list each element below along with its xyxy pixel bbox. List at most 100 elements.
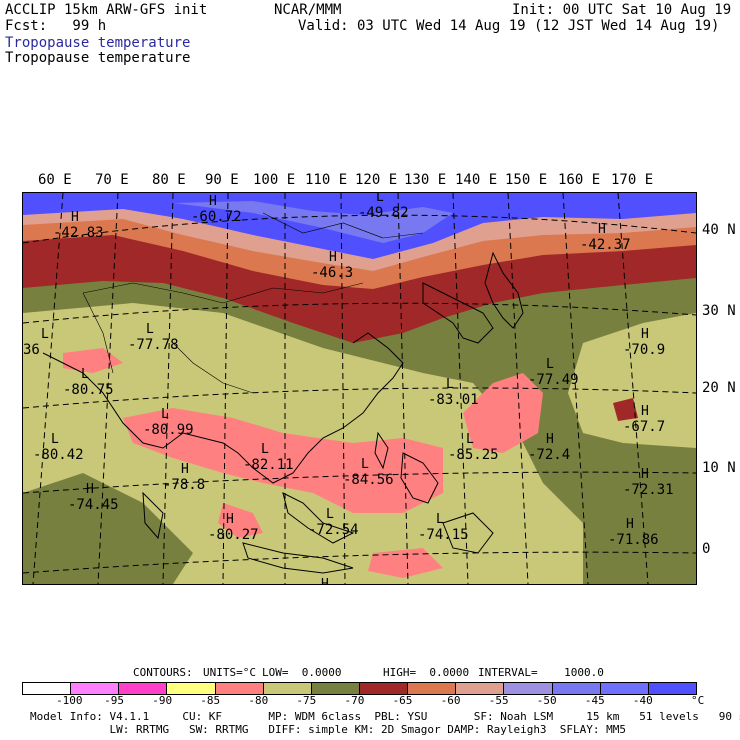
extremum-kind: H bbox=[181, 462, 189, 477]
color-bar-swatch bbox=[311, 683, 360, 694]
lon-label: 110 E bbox=[305, 172, 348, 188]
color-bar-swatch bbox=[167, 683, 216, 694]
color-bar-label: -95 bbox=[104, 694, 125, 707]
region-m85-m80 bbox=[63, 348, 543, 578]
lon-label: 70 E bbox=[95, 172, 129, 188]
color-bar-label: -70 bbox=[344, 694, 365, 707]
extremum-value: -80.99 bbox=[143, 422, 194, 438]
lon-label: 100 E bbox=[253, 172, 296, 188]
color-bar-label: -40 bbox=[632, 694, 653, 707]
extremum-kind: H bbox=[86, 482, 94, 497]
contours-high: HIGH= 0.0000 bbox=[383, 666, 470, 679]
extremum-kind: L bbox=[81, 367, 89, 382]
contours-low: LOW= 0.0000 bbox=[262, 666, 342, 679]
lon-label: 150 E bbox=[505, 172, 548, 188]
extremum-kind: H bbox=[226, 512, 234, 527]
extremum-kind: H bbox=[641, 467, 649, 482]
contours-units: UNITS=°C bbox=[203, 666, 256, 679]
region-m65-m60 bbox=[23, 215, 696, 289]
extremum-kind: H bbox=[71, 210, 79, 225]
extremum-value: -80.75 bbox=[63, 382, 114, 398]
lat-label: 0 bbox=[702, 541, 711, 557]
extremum-kind: H bbox=[641, 327, 649, 342]
color-bar-label: -55 bbox=[488, 694, 509, 707]
extremum-kind: H bbox=[546, 432, 554, 447]
region-m75-m70 bbox=[23, 263, 696, 584]
color-bar-label: -80 bbox=[248, 694, 269, 707]
lon-label: 130 E bbox=[404, 172, 447, 188]
extremum-kind: H bbox=[209, 194, 217, 209]
tropopause-temperature-map: H -42.83 H -60.72 L -49.82 H -46.3 H -42.37 L -77.7… bbox=[22, 190, 697, 608]
color-bar-swatch bbox=[648, 683, 696, 694]
extremum-value: -42.83 bbox=[53, 225, 104, 241]
valid-time: Valid: 03 UTC Wed 14 Aug 19 (12 JST Wed … bbox=[298, 18, 720, 34]
forecast-hour: Fcst: 99 h bbox=[5, 18, 107, 34]
color-bar-swatch bbox=[456, 683, 505, 694]
extremum-value: -77.78 bbox=[128, 337, 179, 353]
extremum-value: -49.82 bbox=[358, 205, 409, 221]
extremum-kind: L bbox=[361, 457, 369, 472]
extremum-value: -80.42 bbox=[33, 447, 84, 463]
extremum-kind: L bbox=[261, 442, 269, 457]
color-bar-swatch bbox=[359, 683, 409, 694]
region-m60-m55 bbox=[23, 207, 696, 271]
extremum-value: -72.4 bbox=[528, 447, 570, 463]
extremum-value: -82.11 bbox=[243, 457, 294, 473]
extremum-kind: H bbox=[598, 222, 606, 237]
extremum-kind: H bbox=[626, 517, 634, 532]
lon-label: 140 E bbox=[455, 172, 498, 188]
lat-label: 20 N bbox=[702, 380, 736, 396]
lat-label: 10 N bbox=[702, 460, 736, 476]
extremum-value: -67.7 bbox=[623, 419, 665, 435]
color-bar bbox=[22, 682, 697, 695]
field-title-shaded: Tropopause temperature bbox=[5, 35, 191, 51]
extremum-value: -72.31 bbox=[623, 482, 674, 498]
lat-label: 40 N bbox=[702, 222, 736, 238]
color-bar-swatch bbox=[504, 683, 553, 694]
coastlines bbox=[42, 251, 524, 574]
lon-label: 120 E bbox=[355, 172, 398, 188]
extremum-kind: H bbox=[321, 577, 329, 584]
model-info-line-1: Model Info: V4.1.1 CU: KF MP: WDM 6class… bbox=[30, 710, 740, 723]
map-canvas: H-42.83H-60.72L-49.82H-46.3H-42.37L-77.7… bbox=[22, 190, 697, 608]
extremum-value: -83.01 bbox=[428, 392, 479, 408]
model-info-line-2: LW: RRTMG SW: RRTMG DIFF: simple KM: 2D … bbox=[30, 723, 627, 736]
extremum-value: -72.54 bbox=[308, 522, 359, 538]
extremum-value: -70.9 bbox=[623, 342, 665, 358]
contours-label: CONTOURS: bbox=[133, 666, 193, 679]
lon-label: 60 E bbox=[38, 172, 72, 188]
extremum-kind: L bbox=[326, 507, 334, 522]
lon-label: 160 E bbox=[558, 172, 601, 188]
color-bar-label: °C bbox=[691, 694, 705, 707]
init-time: Init: 00 UTC Sat 10 Aug 19 bbox=[512, 2, 732, 18]
graticule bbox=[22, 192, 697, 585]
color-bar-label: -90 bbox=[152, 694, 173, 707]
extremum-value: -78.8 bbox=[163, 477, 205, 493]
color-bar-swatch bbox=[215, 683, 264, 694]
region-m70-m65-small bbox=[613, 398, 638, 421]
extremum-kind: L bbox=[51, 432, 59, 447]
extremum-kind: L bbox=[466, 432, 474, 447]
extremum-kind: L bbox=[446, 377, 454, 392]
color-bar-label: -45 bbox=[584, 694, 605, 707]
region-m75-m70-lower bbox=[23, 473, 193, 584]
extremum-kind: L bbox=[41, 327, 49, 342]
extremum-value: 36 bbox=[23, 342, 40, 358]
contours-interval: INTERVAL= 1000.0 bbox=[478, 666, 604, 679]
color-bar-label: -85 bbox=[200, 694, 221, 707]
color-bar-label: -50 bbox=[536, 694, 557, 707]
color-bar-swatch bbox=[119, 683, 168, 694]
lon-label: 80 E bbox=[152, 172, 186, 188]
lon-label: 90 E bbox=[205, 172, 239, 188]
borders bbox=[82, 212, 424, 394]
color-bar-label: -60 bbox=[440, 694, 461, 707]
color-bar-swatch bbox=[408, 683, 457, 694]
extremum-value: -74.15 bbox=[418, 527, 469, 543]
color-bar-swatch bbox=[263, 683, 312, 694]
field-title-contour: Tropopause temperature bbox=[5, 50, 191, 66]
extremum-value: -42.37 bbox=[580, 237, 631, 253]
extremum-kind: L bbox=[161, 407, 169, 422]
org-label: NCAR/MMM bbox=[274, 2, 342, 18]
extremum-value: -77.49 bbox=[528, 372, 579, 388]
extremum-value: -71.86 bbox=[608, 532, 659, 548]
